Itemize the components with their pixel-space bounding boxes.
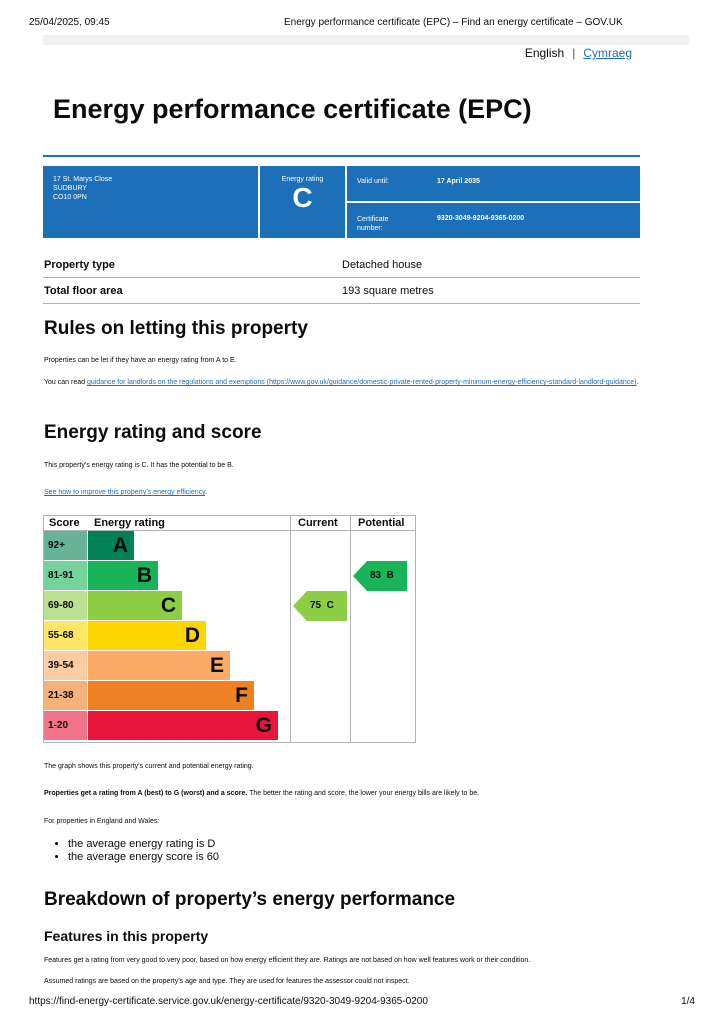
certificate-number: 9320-3049-9204-9365-0200 — [437, 215, 525, 222]
energy-rating-graph: Score Energy rating Current Potential 92… — [43, 515, 416, 743]
language-separator: | — [572, 46, 576, 60]
property-type-value: Detached house — [342, 259, 423, 271]
valid-until-box: Valid until: 17 April 2035 — [347, 166, 640, 201]
language-english: English — [524, 46, 565, 60]
graph-header-divider — [43, 530, 415, 531]
certificate-label-line-2: number: — [357, 225, 383, 232]
language-welsh-link[interactable]: Cymraeg — [583, 46, 632, 60]
rating-box: Energy rating C — [260, 166, 345, 238]
certificate-box: Certificate number: 9320-3049-9204-9365-… — [347, 203, 640, 238]
band-score-d: 55-68 — [44, 621, 87, 650]
address-postcode: CO10 0PN — [53, 194, 87, 201]
floor-area-value: 193 square metres — [342, 285, 434, 297]
band-score-c: 69-80 — [44, 591, 87, 620]
features-para-2: Assumed ratings are based on the propert… — [44, 978, 410, 985]
property-row: Property type Detached house — [43, 252, 640, 278]
rating-explanation-rest: The better the rating and score, the low… — [247, 790, 480, 797]
band-score-e: 39-54 — [44, 651, 87, 680]
current-rating-arrow-label: 75 C — [310, 600, 334, 611]
language-switcher: English | Cymraeg — [525, 46, 632, 60]
features-subheading: Features in this property — [44, 928, 209, 944]
band-score-b: 81-91 — [44, 561, 87, 590]
print-page-number: 1/4 — [681, 996, 695, 1007]
page-title: Energy performance certificate (EPC) — [53, 94, 532, 124]
print-header: 25/04/2025, 09:45 Energy performance cer… — [29, 17, 695, 31]
print-footer: https://find-energy-certificate.service.… — [29, 996, 695, 1010]
average-rating-item: the average energy rating is D — [68, 838, 219, 851]
graph-header-score: Score — [49, 517, 80, 529]
graph-header-potential: Potential — [358, 517, 405, 529]
averages-list: the average energy rating is D the avera… — [44, 838, 219, 864]
potential-rating-arrow-shape — [353, 561, 407, 591]
current-rating-arrow-shape — [293, 591, 347, 621]
band-bar-b: B — [88, 561, 158, 590]
graph-divider-potential — [350, 515, 351, 742]
band-bar-c: C — [88, 591, 182, 620]
rating-heading: Energy rating and score — [44, 422, 262, 443]
valid-until-label: Valid until: — [357, 178, 389, 185]
current-rating-arrow: 75 C — [293, 591, 347, 621]
property-details: Property type Detached house Total floor… — [43, 252, 640, 304]
rating-explanation: Properties get a rating from A (best) to… — [44, 789, 479, 798]
rating-label: Energy rating — [281, 176, 324, 183]
title-divider — [43, 155, 640, 157]
print-url: https://find-energy-certificate.service.… — [29, 996, 428, 1007]
floor-area-label: Total floor area — [44, 285, 123, 297]
improve-efficiency-para: See how to improve this property’s energ… — [44, 488, 207, 497]
property-row: Total floor area 193 square metres — [43, 278, 640, 304]
potential-rating-arrow-label: 83 B — [370, 570, 394, 581]
improve-efficiency-link[interactable]: See how to improve this property’s energ… — [44, 489, 206, 496]
letting-para-2-prefix: You can read — [44, 379, 87, 386]
graph-note: The graph shows this property’s current … — [44, 763, 254, 770]
letting-para-2: You can read guidance for landlords on t… — [44, 378, 639, 387]
property-type-label: Property type — [44, 259, 115, 271]
letting-heading: Rules on letting this property — [44, 318, 308, 339]
average-score-item: the average energy score is 60 — [68, 851, 219, 864]
england-wales-note: For properties in England and Wales: — [44, 818, 160, 825]
rating-para-1: This property’s energy rating is C. It h… — [44, 462, 234, 469]
letting-para-2-suffix: . — [636, 379, 639, 386]
rating-explanation-bold: Properties get a rating from A (best) to… — [44, 790, 248, 797]
band-bar-g: G — [88, 711, 278, 740]
band-score-f: 21-38 — [44, 681, 87, 710]
band-bar-e: E — [88, 651, 230, 680]
band-bar-f: F — [88, 681, 254, 710]
address-line-2: SUDBURY — [53, 185, 88, 192]
potential-rating-arrow: 83 B — [353, 561, 407, 591]
breakdown-heading: Breakdown of property’s energy performan… — [44, 889, 456, 910]
graph-header-current: Current — [298, 517, 338, 529]
landlord-guidance-link[interactable]: guidance for landlords on the regulation… — [86, 379, 637, 386]
print-page-title: Energy performance certificate (EPC) – F… — [284, 17, 623, 28]
header-bar — [43, 35, 689, 45]
band-bar-d: D — [88, 621, 206, 650]
letting-para-1: Properties can be let if they have an en… — [44, 357, 237, 364]
features-para-1: Features get a rating from very good to … — [44, 957, 531, 964]
valid-until-value: 17 April 2035 — [437, 178, 480, 185]
certificate-label-line-1: Certificate — [357, 216, 389, 223]
band-bar-a: A — [88, 531, 134, 560]
address-line-1: 17 St. Marys Close — [53, 176, 113, 183]
graph-divider-current — [290, 515, 291, 742]
address-box: 17 St. Marys Close SUDBURY CO10 0PN — [43, 166, 258, 238]
print-datetime: 25/04/2025, 09:45 — [29, 17, 110, 28]
graph-frame — [43, 515, 416, 743]
improve-efficiency-suffix: . — [205, 489, 208, 496]
epc-summary: 17 St. Marys Close SUDBURY CO10 0PN Ener… — [43, 166, 640, 238]
graph-header-rating: Energy rating — [94, 517, 165, 529]
band-score-a: 92+ — [44, 531, 87, 560]
band-score-g: 1-20 — [44, 711, 87, 740]
rating-letter: C — [292, 182, 313, 213]
certificate-label: Certificate number: — [357, 215, 389, 233]
